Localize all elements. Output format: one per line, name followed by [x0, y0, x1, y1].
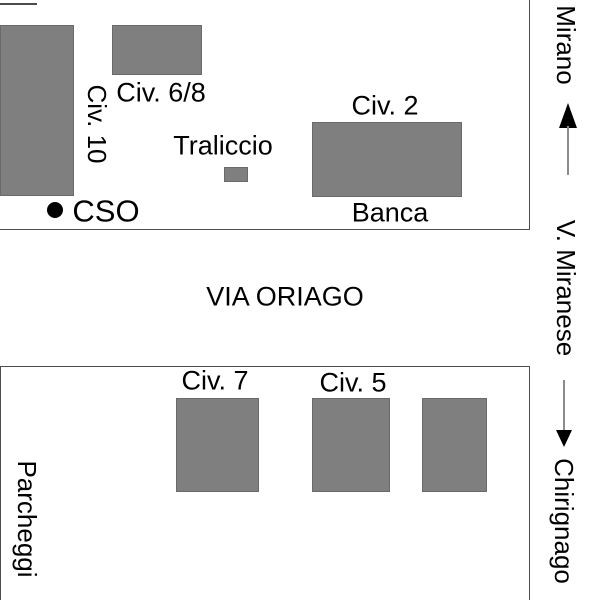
building-civ10	[0, 25, 74, 196]
building-civ68	[112, 25, 202, 75]
arrow-down-shaft	[563, 380, 565, 431]
arrow-down-head	[556, 430, 572, 447]
building-civ5-label: Civ. 5	[319, 367, 387, 398]
traliccio-structure	[224, 167, 248, 182]
building-civ7	[176, 398, 259, 492]
traliccio-label: Traliccio	[173, 130, 273, 161]
arrow-up-shaft	[567, 126, 569, 175]
building-banca	[312, 122, 462, 197]
north-block-top-edge-fragment	[0, 3, 37, 5]
arrow-up-head	[559, 103, 577, 128]
destination-north-label: Mirano	[551, 5, 581, 85]
building-civ5	[312, 398, 390, 492]
cso-label: CSO	[72, 193, 140, 229]
north-block-outline	[0, 0, 530, 230]
building-civ10-label: Civ. 10	[82, 84, 112, 164]
street-name-label: VIA ORIAGO	[206, 281, 364, 312]
cso-location-dot	[47, 202, 63, 218]
banca-label: Banca	[351, 197, 429, 228]
building-civ2-label: Civ. 2	[351, 90, 419, 121]
south-block-outline	[0, 366, 530, 600]
parcheggi-label: Parcheggi	[12, 460, 42, 578]
building-civ68-label: Civ. 6/8	[116, 77, 206, 108]
destination-south-label: Chirignago	[549, 458, 579, 584]
building-unlabeled	[422, 398, 487, 492]
road-name-label: V. Miranese	[551, 219, 581, 357]
building-civ7-label: Civ. 7	[181, 365, 249, 396]
